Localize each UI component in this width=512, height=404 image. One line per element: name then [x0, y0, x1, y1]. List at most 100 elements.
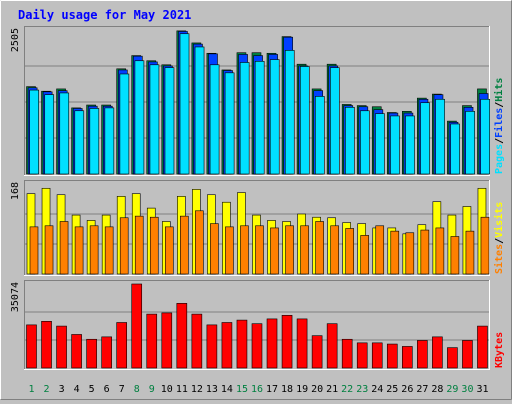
bar-pages: Pages 23: 1100: [360, 110, 370, 175]
bar-kbytes: KBytes 8: 35074: [131, 283, 143, 369]
bar-sites: Sites 9: 106: [149, 216, 159, 275]
bar-pages: Pages 19: 1870: [299, 66, 310, 175]
bar-pages: Pages 8: 1970: [134, 60, 145, 175]
day-label: 19: [296, 384, 308, 395]
bar-pages: Pages 31: 1300: [480, 98, 490, 175]
day-label: 13: [206, 384, 218, 395]
bar-kbytes: KBytes 9: 22500: [146, 313, 158, 369]
day-label: 20: [311, 384, 323, 395]
legend-entry: /: [494, 102, 505, 108]
day-label: 8: [134, 384, 140, 395]
bar-kbytes: KBytes 19: 20500: [296, 318, 308, 369]
legend-entry: Files: [493, 108, 505, 138]
day-label: 16: [251, 384, 263, 395]
bar-sites: Sites 16: 90: [255, 225, 264, 275]
bar-sites: Sites 10: 88: [164, 226, 174, 275]
legend-entry: Hits: [493, 78, 505, 102]
day-label: 12: [191, 384, 203, 395]
day-label: 5: [89, 384, 95, 395]
bar-kbytes: KBytes 6: 13000: [101, 336, 112, 369]
bar-pages: Pages 13: 1900: [209, 64, 220, 175]
bar-sites: Sites 2: 90: [44, 225, 54, 275]
day-label: 31: [476, 384, 488, 395]
bar-sites: Sites 3: 98: [59, 221, 69, 275]
bar-kbytes: KBytes 12: 22500: [191, 313, 203, 369]
bar-pages: Pages 6: 1150: [104, 107, 115, 175]
bar-pages: Pages 30: 1090: [465, 111, 475, 175]
legend-entry: Visits: [493, 202, 505, 238]
legend-entry: /: [494, 238, 505, 244]
bar-kbytes: KBytes 28: 13000: [432, 336, 443, 369]
day-label: 7: [119, 384, 125, 395]
bar-sites: Sites 31: 106: [480, 216, 490, 275]
bar-sites: Sites 5: 90: [89, 225, 99, 275]
bar-sites: Sites 20: 98: [315, 221, 324, 275]
bar-sites: Sites 22: 85: [345, 228, 354, 275]
day-label: 21: [326, 384, 338, 395]
day-label: 23: [356, 384, 368, 395]
bar-sites: Sites 1: 88: [29, 226, 39, 275]
bar-pages: Pages 15: 1940: [239, 62, 250, 175]
bar-kbytes: KBytes 29: 8500: [447, 347, 458, 369]
bar-kbytes: KBytes 24: 10500: [371, 342, 383, 369]
bar-pages: Pages 24: 1050: [375, 113, 385, 175]
bar-kbytes: KBytes 22: 12000: [341, 338, 353, 369]
legend-entry: Sites: [493, 244, 505, 274]
day-label: 3: [59, 384, 65, 395]
bar-kbytes: KBytes 21: 18500: [326, 323, 338, 369]
bar-pages: Pages 21: 1850: [330, 67, 340, 175]
day-label: 9: [149, 384, 155, 395]
legend-hits-files-pages: Pages/Files/Hits: [493, 78, 505, 174]
bar-sites: Sites 18: 90: [285, 225, 294, 275]
bar-kbytes: KBytes 11: 27000: [176, 303, 188, 369]
day-label: 22: [341, 384, 353, 395]
day-label: 11: [176, 384, 188, 395]
bar-pages: Pages 5: 1140: [89, 108, 100, 175]
day-label: 24: [371, 384, 383, 395]
bar-sites: Sites 23: 72: [360, 235, 370, 275]
bar-pages: Pages 3: 1410: [59, 92, 70, 175]
day-label: 4: [74, 384, 80, 395]
legend-entry: Pages: [494, 144, 505, 174]
bar-pages: Pages 26: 1010: [405, 115, 415, 175]
bar-pages: Pages 1: 1460: [29, 89, 40, 175]
bar-sites: Sites 13: 94: [210, 223, 219, 275]
day-label: 17: [266, 384, 278, 395]
bar-pages: Pages 2: 1380: [44, 94, 55, 175]
chart-title: Daily usage for May 2021: [18, 8, 191, 22]
bar-kbytes: KBytes 16: 18500: [251, 323, 263, 369]
bar-sites: Sites 26: 77: [405, 232, 415, 275]
bar-kbytes: KBytes 20: 13500: [311, 335, 323, 369]
bar-sites: Sites 24: 90: [375, 225, 385, 275]
y-max-label: 35074: [10, 282, 21, 312]
bar-sites: Sites 6: 88: [104, 226, 114, 275]
bar-kbytes: KBytes 26: 9000: [402, 346, 413, 369]
day-label: 30: [461, 384, 473, 395]
y-max-label: 168: [10, 182, 21, 200]
bar-pages: Pages 10: 1850: [164, 67, 175, 175]
bar-kbytes: KBytes 31: 17500: [477, 325, 488, 369]
bar-sites: Sites 14: 88: [225, 226, 234, 275]
bar-sites: Sites 11: 108: [180, 215, 189, 275]
bar-pages: Pages 22: 1160: [345, 107, 355, 175]
bar-kbytes: KBytes 7: 19000: [116, 322, 127, 369]
bar-kbytes: KBytes 15: 20000: [236, 319, 248, 369]
bar-sites: Sites 21: 90: [330, 225, 339, 275]
legend-visits-sites: Sites/Visits: [493, 202, 505, 274]
bar-kbytes: KBytes 13: 18000: [206, 324, 218, 369]
bar-kbytes: KBytes 10: 23000: [161, 312, 173, 369]
bar-kbytes: KBytes 25: 10000: [386, 343, 398, 369]
legend-kbytes: KBytes: [494, 332, 505, 368]
bar-sites: Sites 25: 80: [390, 230, 400, 275]
bar-sites: Sites 8: 108: [134, 215, 144, 275]
day-label: 27: [416, 384, 428, 395]
bar-sites: Sites 12: 118: [195, 210, 204, 275]
day-label: 25: [386, 384, 398, 395]
bar-kbytes: KBytes 3: 17500: [56, 325, 67, 369]
day-label: 2: [44, 384, 50, 395]
day-label: 18: [281, 384, 293, 395]
bar-sites: Sites 29: 70: [450, 236, 460, 275]
bar-kbytes: KBytes 30: 11500: [462, 340, 473, 369]
